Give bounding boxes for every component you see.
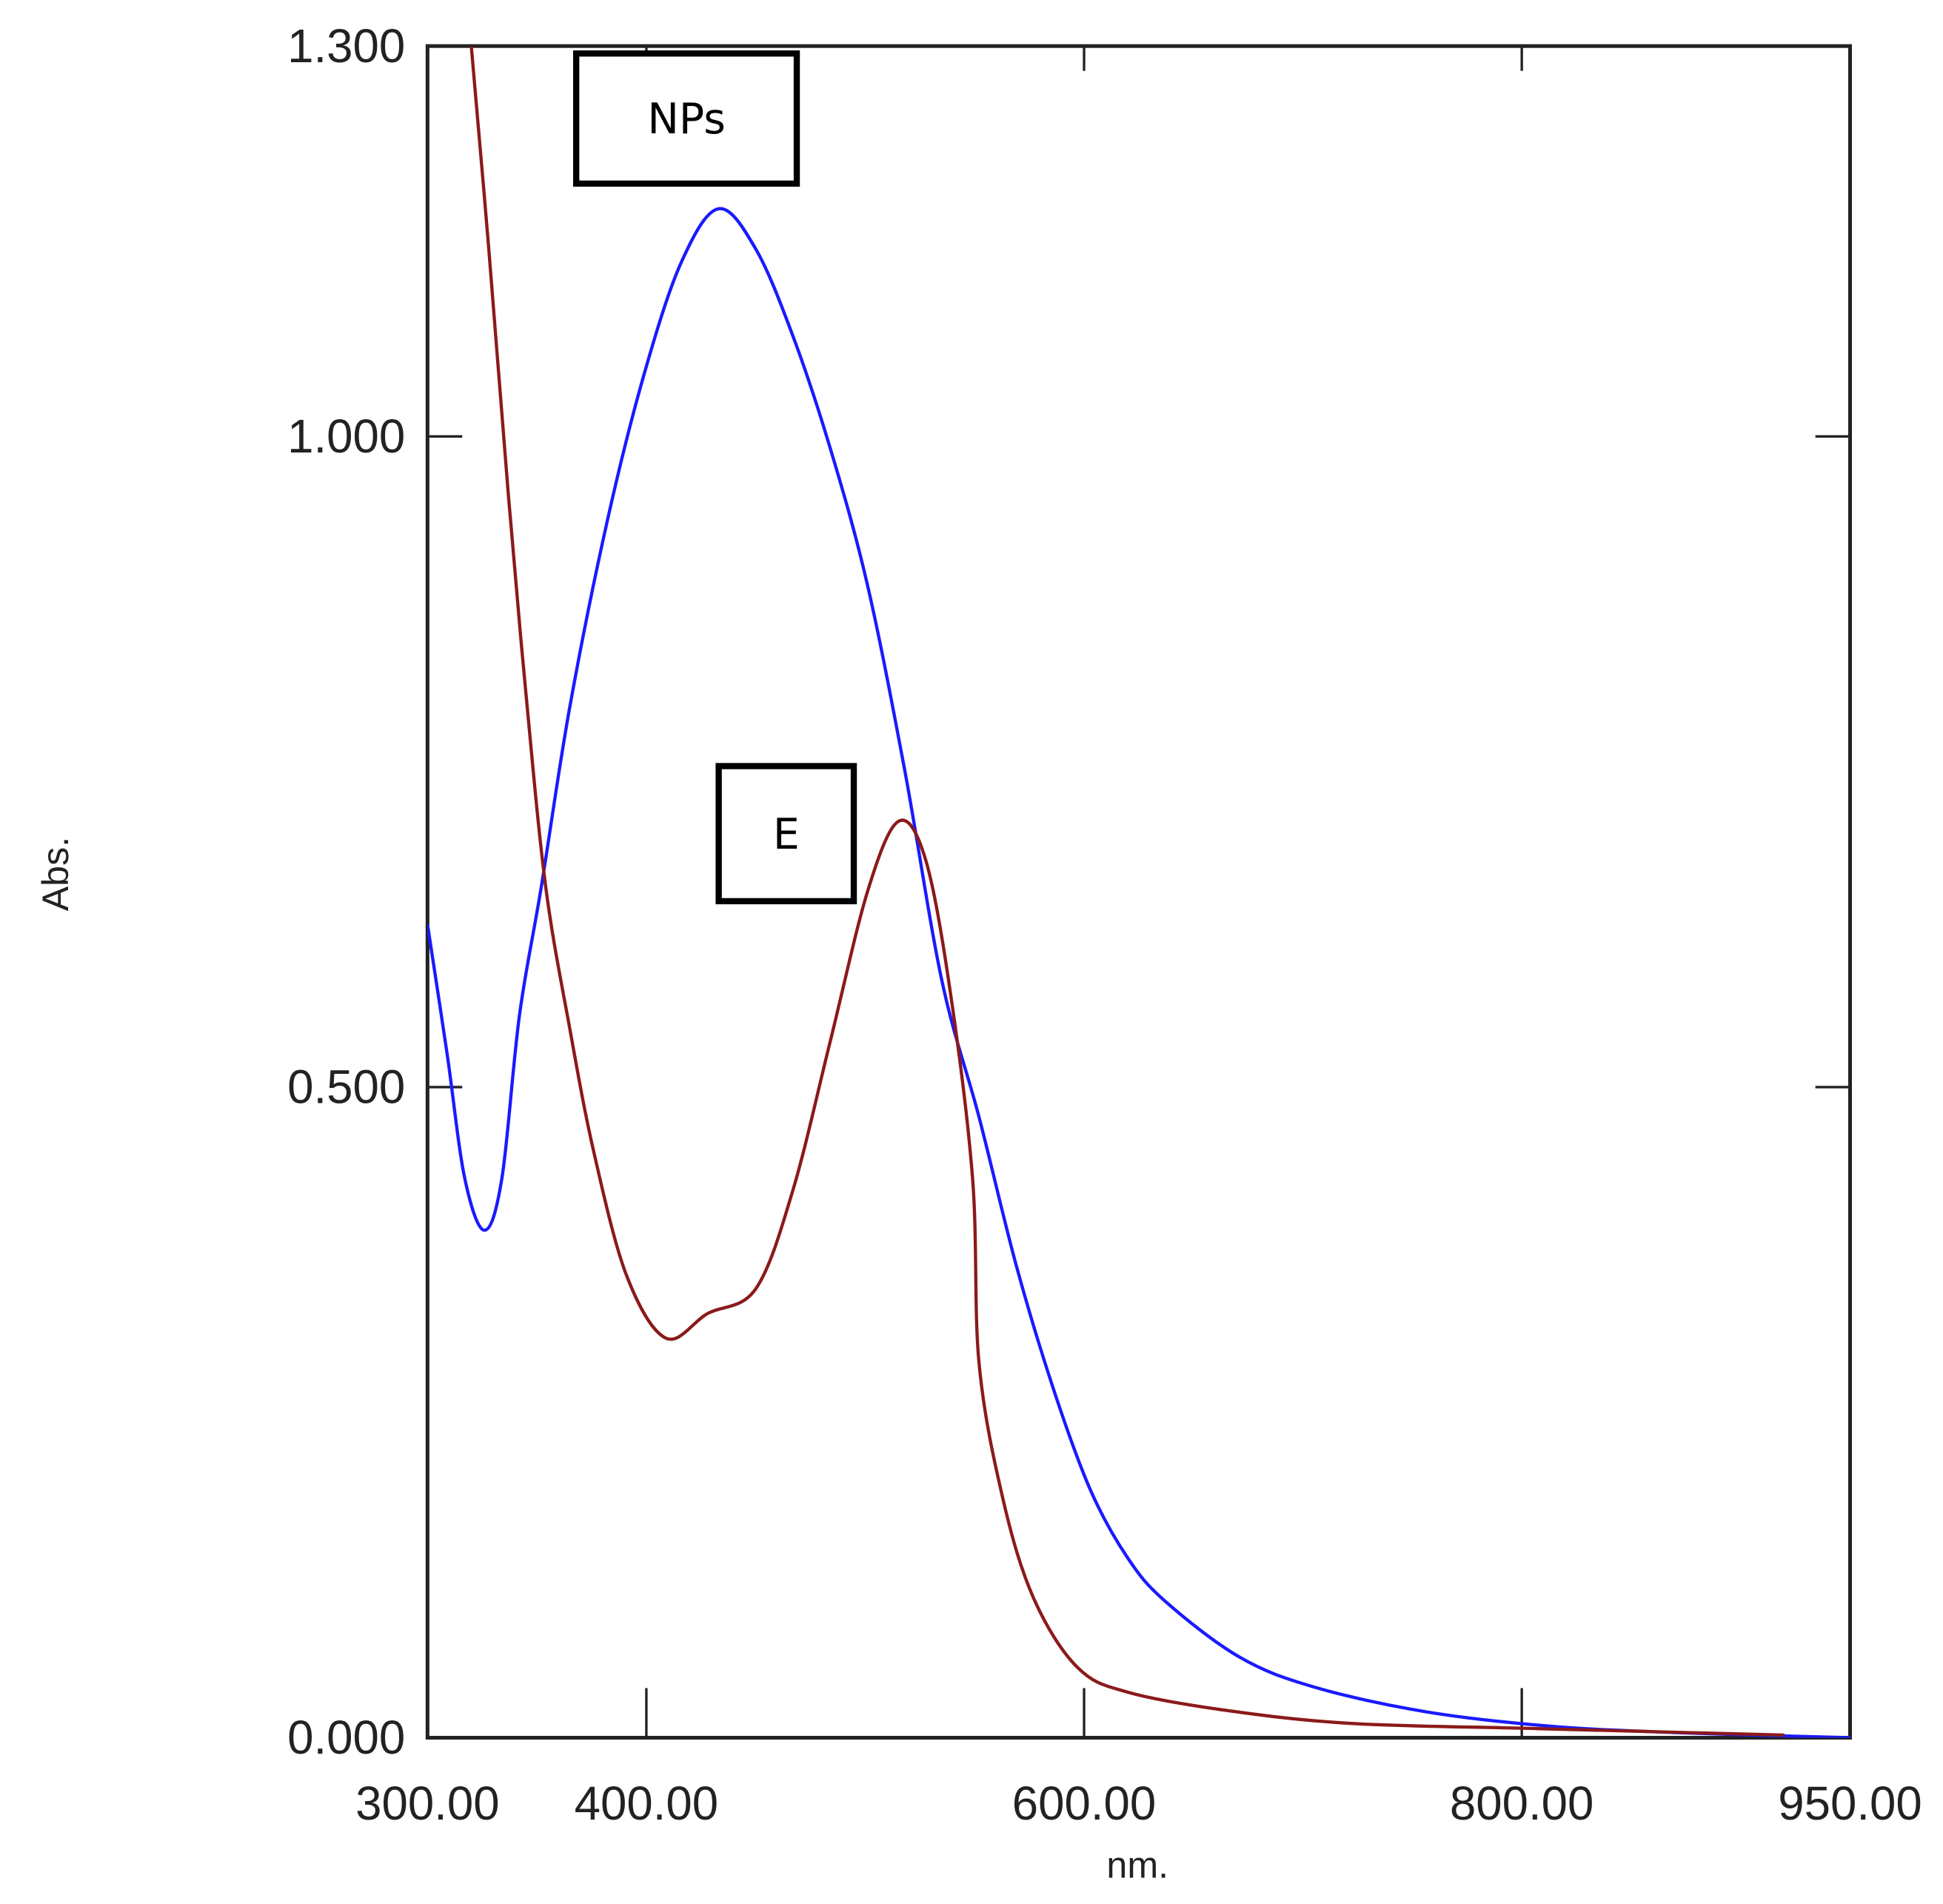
- annotation-box-nps: [572, 50, 800, 187]
- annotation-box-e: [715, 763, 857, 905]
- x-tick-label: 950.00: [1778, 1777, 1922, 1830]
- series-line-nps: [427, 207, 1850, 1738]
- x-axis-label: nm.: [1106, 1845, 1168, 1886]
- series-line-e: [469, 46, 1785, 1737]
- y-tick-label: 0.500: [287, 1061, 405, 1114]
- plot-area: 0.000 0.500 1.000 1.300 300.00 400.00 600.00 80…: [35, 20, 1922, 1886]
- x-tick-label: 400.00: [575, 1777, 718, 1830]
- x-tick-label: 600.00: [1012, 1777, 1156, 1830]
- annotation-label-nps: NPs: [647, 95, 725, 144]
- x-tick-label: 300.00: [355, 1777, 499, 1830]
- annotation-label-e: E: [773, 810, 800, 859]
- y-tick-label: 1.000: [287, 410, 405, 463]
- y-tick-label: 1.300: [287, 20, 405, 73]
- y-tick-label: 0.000: [287, 1711, 405, 1764]
- plot-frame: [425, 44, 1852, 1740]
- y-axis-label: Abs.: [35, 837, 76, 911]
- x-tick-label: 800.00: [1450, 1777, 1593, 1830]
